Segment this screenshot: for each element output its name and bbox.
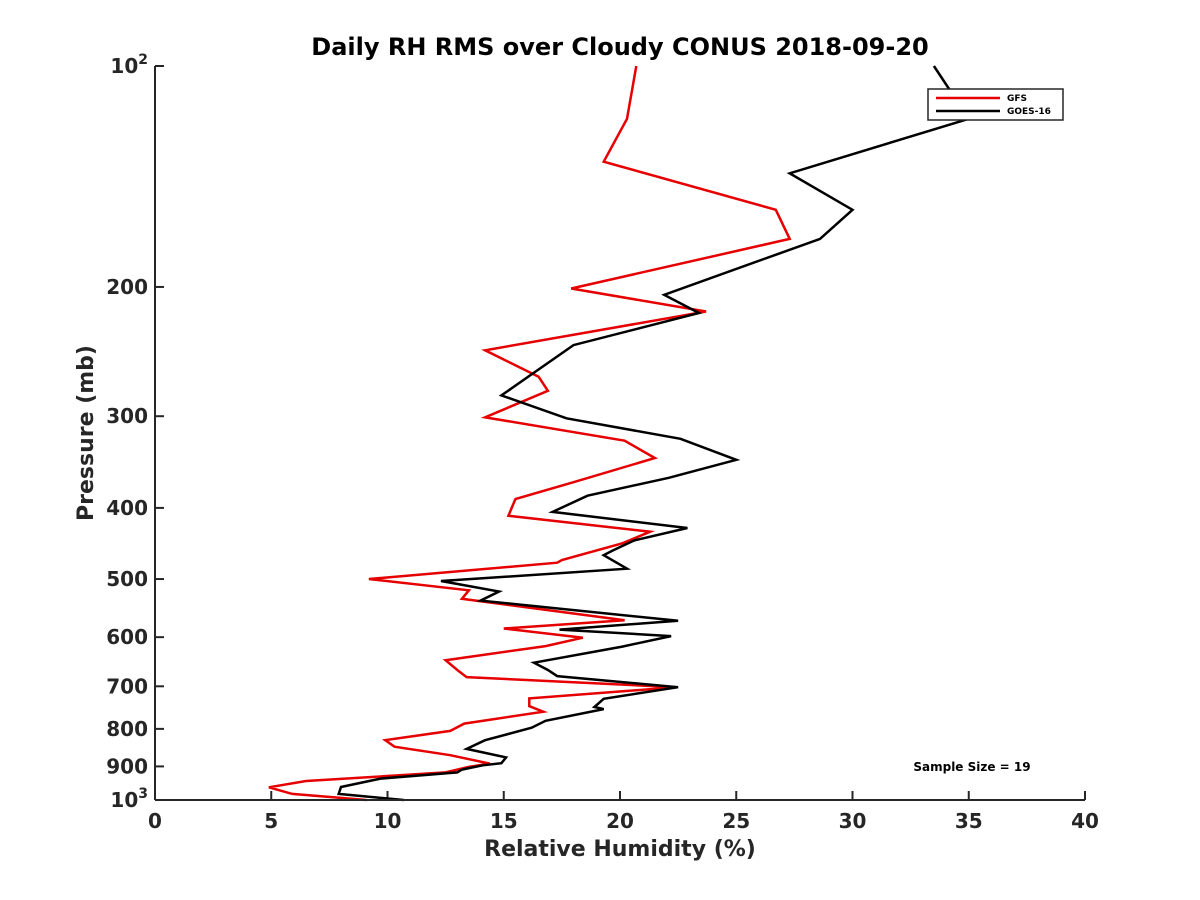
x-tick-label: 10 bbox=[374, 809, 402, 833]
x-tick-label: 30 bbox=[839, 809, 867, 833]
y-tick-label: 300 bbox=[106, 404, 148, 428]
y-tick-base: 700 bbox=[106, 674, 148, 698]
y-tick-label: 500 bbox=[106, 567, 148, 591]
legend-label-goes16: GOES-16 bbox=[1007, 107, 1051, 117]
chart-title: Daily RH RMS over Cloudy CONUS 2018-09-2… bbox=[311, 33, 928, 61]
y-tick-base: 500 bbox=[106, 567, 148, 591]
y-tick-base: 800 bbox=[106, 717, 148, 741]
y-tick-label: 800 bbox=[106, 717, 148, 741]
y-tick-base: 10 bbox=[110, 54, 138, 78]
x-axis-ticks: 0 5 10 15 20 25 30 35 40 bbox=[148, 791, 1099, 833]
series-line-gfs bbox=[268, 65, 792, 802]
y-tick-label: 700 bbox=[106, 674, 148, 698]
y-tick-base: 400 bbox=[106, 496, 148, 520]
y-tick-exponent: 3 bbox=[138, 786, 148, 802]
y-tick-exponent: 2 bbox=[138, 52, 148, 68]
series-layer bbox=[268, 65, 971, 802]
x-tick-label: 20 bbox=[606, 809, 634, 833]
y-tick-base: 200 bbox=[106, 275, 148, 299]
y-axis-label: Pressure (mb) bbox=[74, 345, 99, 521]
x-tick-label: 0 bbox=[148, 809, 162, 833]
sample-size-annotation: Sample Size = 19 bbox=[913, 760, 1030, 774]
x-tick-label: 35 bbox=[955, 809, 983, 833]
x-tick-label: 15 bbox=[490, 809, 518, 833]
x-tick-label: 40 bbox=[1071, 809, 1099, 833]
x-axis-label: Relative Humidity (%) bbox=[484, 837, 756, 862]
y-tick-label: 600 bbox=[106, 625, 148, 649]
y-tick-base: 300 bbox=[106, 404, 148, 428]
y-tick-label: 103 bbox=[110, 786, 148, 812]
x-tick-label: 25 bbox=[722, 809, 750, 833]
y-tick-base: 900 bbox=[106, 754, 148, 778]
y-tick-label: 102 bbox=[110, 52, 148, 78]
y-tick-label: 400 bbox=[106, 496, 148, 520]
y-tick-label: 900 bbox=[106, 754, 148, 778]
legend-label-gfs: GFS bbox=[1007, 94, 1027, 104]
y-tick-base: 10 bbox=[110, 788, 138, 812]
legend: GFS GOES-16 bbox=[927, 88, 1064, 121]
y-tick-base: 600 bbox=[106, 625, 148, 649]
y-tick-label: 200 bbox=[106, 275, 148, 299]
series-line-goes16 bbox=[337, 65, 971, 802]
legend-box bbox=[927, 88, 1064, 121]
x-tick-label: 5 bbox=[264, 809, 278, 833]
